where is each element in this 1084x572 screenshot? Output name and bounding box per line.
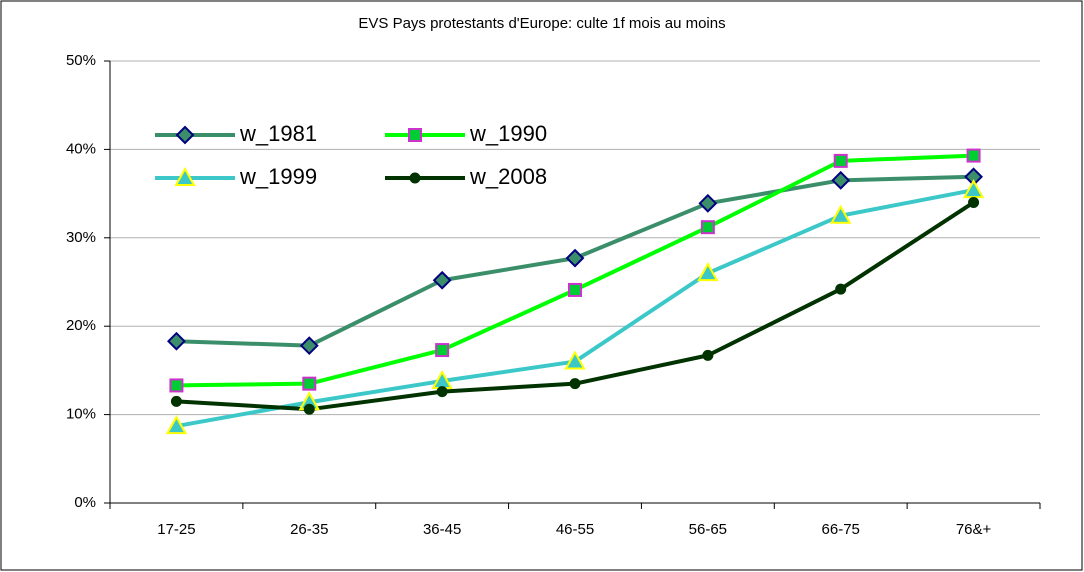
data-point: [697, 262, 719, 282]
data-point: [170, 395, 182, 407]
data-point: [303, 403, 315, 415]
x-tick-label: 56-65: [689, 521, 727, 538]
y-tick-label: 40%: [66, 140, 96, 157]
data-point: [702, 349, 714, 361]
x-tick-label: 76&+: [956, 521, 992, 538]
data-point: [833, 153, 848, 168]
data-point: [565, 248, 585, 268]
data-point: [831, 170, 851, 190]
x-tick-label: 46-55: [556, 521, 594, 538]
data-point: [169, 378, 184, 393]
x-tick-label: 17-25: [157, 521, 195, 538]
data-point: [830, 204, 852, 224]
data-point: [564, 350, 586, 370]
data-point: [165, 415, 188, 435]
data-point: [299, 336, 319, 356]
legend-label: w_1990: [469, 121, 547, 146]
data-point: [968, 196, 980, 208]
data-point: [569, 378, 581, 390]
data-point: [966, 148, 981, 163]
legend-marker: [175, 125, 195, 145]
data-point: [435, 343, 450, 358]
chart-title: EVS Pays protestants d'Europe: culte 1f …: [358, 15, 725, 32]
data-point: [700, 220, 715, 235]
data-point: [835, 283, 847, 295]
legend-marker: [409, 172, 421, 184]
x-tick-label: 26-35: [290, 521, 328, 538]
data-point: [302, 376, 317, 391]
data-point: [432, 270, 452, 290]
x-tick-label: 66-75: [822, 521, 860, 538]
y-tick-label: 20%: [66, 317, 96, 334]
legend-label: w_1981: [239, 121, 317, 146]
data-point: [167, 331, 186, 351]
x-tick-label: 36-45: [423, 521, 461, 538]
legend-marker: [408, 128, 422, 142]
data-point: [698, 193, 718, 213]
y-tick-label: 0%: [74, 494, 96, 511]
data-point: [436, 386, 448, 398]
y-tick-label: 30%: [66, 229, 96, 246]
legend-label: w_2008: [469, 164, 547, 189]
y-tick-label: 50%: [66, 52, 96, 69]
data-point: [568, 282, 582, 297]
legend-label: w_1999: [239, 164, 317, 189]
legend-marker: [174, 166, 196, 186]
y-tick-label: 10%: [66, 406, 96, 423]
